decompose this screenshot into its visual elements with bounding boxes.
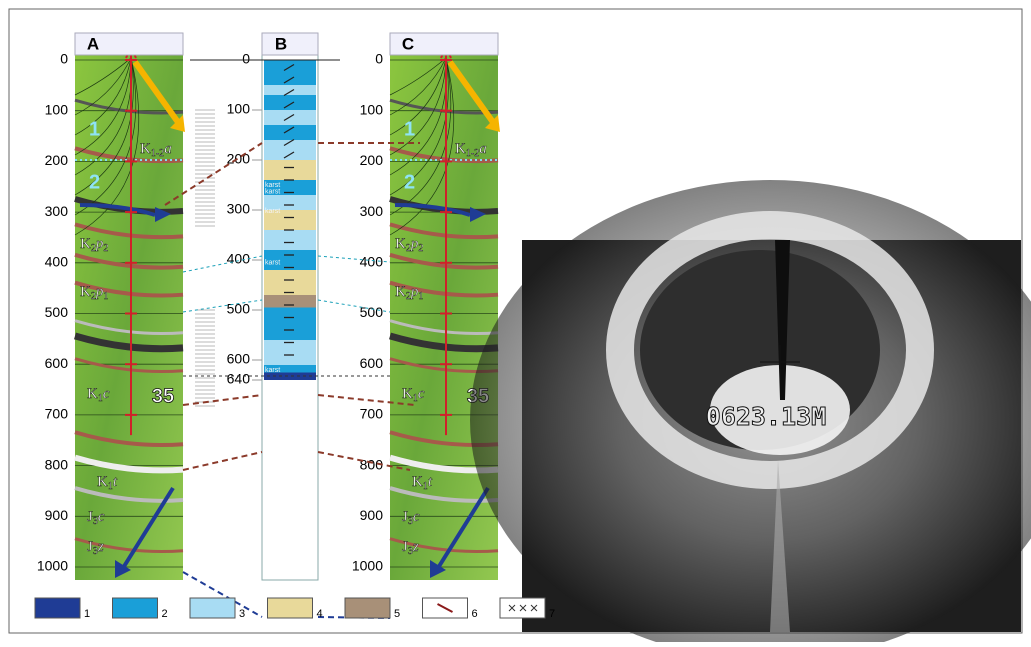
formation-symbol: K xyxy=(87,386,98,402)
legend-swatch xyxy=(35,598,80,618)
depth-label: 300 xyxy=(360,203,384,219)
depth-label: 700 xyxy=(360,406,384,422)
formation-symbol: K xyxy=(402,386,413,402)
depth-label: 100 xyxy=(45,101,69,117)
depth-label: 500 xyxy=(360,304,384,320)
formation-name: z xyxy=(97,539,104,555)
panel-header xyxy=(262,33,318,55)
figure: 01002003004005006007008009001000AK1-2aK2… xyxy=(0,0,1031,642)
formation-age: 1-2 xyxy=(151,148,164,159)
depth-label: 1000 xyxy=(352,558,383,574)
depth-label: 800 xyxy=(45,456,69,472)
depth-label: 640 xyxy=(227,371,251,387)
formation-symbol: K xyxy=(455,141,466,157)
lithology-layer xyxy=(264,85,316,95)
formation-name: z xyxy=(412,539,419,555)
depth-label: 600 xyxy=(45,355,69,371)
panels: 01002003004005006007008009001000AK1-2aK2… xyxy=(37,33,500,580)
formation-name: a xyxy=(479,141,487,157)
depth-label: 700 xyxy=(45,406,69,422)
karst-label: karst xyxy=(265,188,280,195)
dip-angle: 35 xyxy=(152,385,174,407)
flow-label: 1 xyxy=(89,118,100,140)
panel-label: C xyxy=(402,34,414,53)
formation-name: c xyxy=(413,509,420,525)
lithology-layer xyxy=(264,230,316,250)
legend-label: 5 xyxy=(394,608,400,620)
depth-label: 300 xyxy=(45,203,69,219)
formation-symbol: K xyxy=(140,141,151,157)
formation-sub: 1 xyxy=(103,291,108,302)
depth-label: 500 xyxy=(45,304,69,320)
lithology-layer xyxy=(264,60,316,85)
legend-label: 1 xyxy=(84,608,90,620)
lithology-layer xyxy=(264,340,316,365)
depth-label: 0 xyxy=(242,51,250,67)
depth-label: 200 xyxy=(227,151,251,167)
formation-sub: 1 xyxy=(418,291,423,302)
formation-name: c xyxy=(103,386,110,402)
panel-label: A xyxy=(87,34,99,53)
formation-symbol: K xyxy=(395,236,406,252)
legend-swatch xyxy=(113,598,158,618)
legend-swatch xyxy=(345,598,390,618)
formation-name: a xyxy=(164,141,172,157)
formation-name: c xyxy=(418,386,425,402)
lithology-layer xyxy=(264,270,316,295)
lithology-layer xyxy=(264,95,316,110)
legend-label: 7 xyxy=(549,608,555,620)
formation-symbol: K xyxy=(412,474,423,490)
formation-symbol: K xyxy=(80,284,91,300)
photo: 0623.13M xyxy=(470,180,1031,642)
formation-symbol: K xyxy=(80,236,91,252)
legend-label: 4 xyxy=(317,608,323,620)
legend-label: 3 xyxy=(239,608,245,620)
depth-label: 600 xyxy=(227,351,251,367)
depth-label: 300 xyxy=(227,201,251,217)
depth-label: 200 xyxy=(360,152,384,168)
formation-label: K1t xyxy=(412,474,433,492)
lithology-layer xyxy=(264,160,316,180)
depth-label: 600 xyxy=(360,355,384,371)
lithology-layer xyxy=(264,308,316,341)
legend-label: 6 xyxy=(472,608,478,620)
depth-label: 900 xyxy=(360,507,384,523)
photo-caption: 0623.13M xyxy=(706,402,826,431)
flow-label: 2 xyxy=(404,171,415,193)
depth-label: 900 xyxy=(45,507,69,523)
depth-label: 0 xyxy=(375,51,383,67)
depth-label: 200 xyxy=(45,152,69,168)
panel-label: B xyxy=(275,34,287,53)
lithology-layer xyxy=(264,125,316,140)
formation-symbol: K xyxy=(97,474,108,490)
depth-label: 100 xyxy=(227,101,251,117)
formation-label: K1t xyxy=(97,474,118,492)
legend-label: 2 xyxy=(162,608,168,620)
karst-label: karst xyxy=(265,367,280,374)
depth-label: 400 xyxy=(45,254,69,270)
formation-age: 1-2 xyxy=(466,148,479,159)
formation-symbol: K xyxy=(395,284,406,300)
depth-label: 100 xyxy=(360,101,384,117)
lithology-layer xyxy=(264,140,316,160)
legend-swatch xyxy=(268,598,313,618)
flow-label: 2 xyxy=(89,171,100,193)
formation-sub: 2 xyxy=(418,243,423,254)
legend-swatch xyxy=(190,598,235,618)
flow-label: 1 xyxy=(404,118,415,140)
karst-label: karst xyxy=(265,208,280,215)
karst-label: karst xyxy=(265,259,280,266)
depth-label: 0 xyxy=(60,51,68,67)
formation-sub: 2 xyxy=(103,243,108,254)
depth-label: 1000 xyxy=(37,558,68,574)
formation-name: c xyxy=(98,509,105,525)
depth-label: 400 xyxy=(227,251,251,267)
